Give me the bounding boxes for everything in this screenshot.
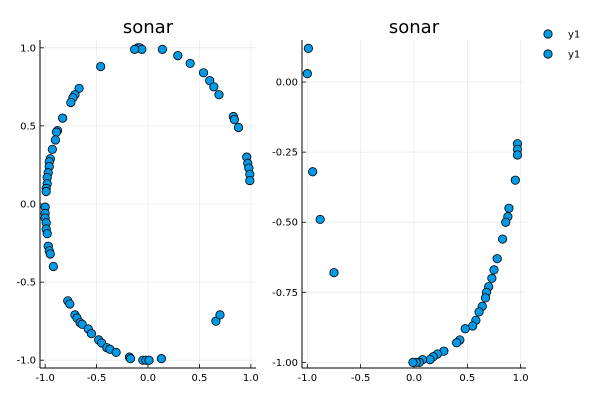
data-point — [157, 44, 167, 54]
data-point — [510, 175, 520, 185]
data-point — [233, 122, 244, 133]
y-tick-label: -0.50 — [272, 218, 298, 229]
data-point — [77, 319, 87, 329]
data-point — [198, 68, 209, 78]
data-point — [489, 265, 499, 275]
data-point — [215, 310, 225, 320]
data-point — [86, 329, 97, 339]
data-point — [501, 217, 511, 227]
data-point — [185, 58, 195, 69]
legend: y1 y1 — [543, 29, 580, 61]
data-point — [45, 249, 55, 259]
data-point — [50, 135, 61, 145]
chart-title: sonar — [389, 17, 440, 38]
y-tick-label: 0.5 — [20, 121, 36, 132]
legend-marker — [543, 29, 553, 39]
data-point — [302, 69, 312, 79]
legend-label: y1 — [568, 50, 580, 61]
data-point — [125, 354, 136, 364]
data-point — [47, 144, 57, 154]
scatter-panel-left: -1.0 -0.5 0.0 0.5 1.0 -1.0 -0.5 0.0 0.5 1.0 sonar — [16, 17, 258, 384]
data-point — [315, 214, 325, 225]
data-point — [58, 113, 68, 123]
y-tick-label: -1.00 — [272, 358, 298, 369]
x-tick-label: 0.0 — [140, 373, 156, 384]
data-point — [329, 268, 339, 278]
data-point — [480, 293, 491, 303]
x-tick-label: -0.5 — [351, 373, 371, 384]
x-tick-label: 1.0 — [513, 373, 529, 384]
y-tick-label: -0.25 — [272, 148, 298, 159]
data-point — [229, 115, 239, 125]
data-point — [156, 354, 166, 364]
data-point — [303, 43, 313, 54]
data-point — [144, 355, 154, 365]
data-point — [460, 324, 470, 334]
data-point — [111, 347, 121, 357]
y-tick-label: 0.00 — [276, 78, 298, 89]
scatter-panel-right: -1.0 -0.5 0.0 0.5 1.0 -1.00 -0.75 -0.50 -0.25 0.0… — [272, 17, 528, 384]
x-tick-label: 1.0 — [243, 373, 259, 384]
data-point — [65, 299, 75, 309]
data-point — [214, 90, 224, 100]
data-point — [41, 186, 51, 197]
data-point — [209, 82, 219, 92]
x-tick-label: 0.0 — [406, 373, 422, 384]
data-point — [245, 175, 255, 186]
data-point — [42, 229, 52, 239]
data-point — [408, 357, 418, 367]
x-tick-label: -1.0 — [35, 373, 55, 384]
data-point — [492, 254, 502, 264]
legend-label: y1 — [568, 30, 580, 41]
legend-marker — [543, 49, 553, 59]
data-point — [497, 234, 508, 244]
y-tick-label: 0.0 — [20, 200, 36, 211]
chart-title: sonar — [123, 17, 174, 38]
x-tick-label: -0.5 — [87, 373, 107, 384]
data-point — [66, 97, 76, 108]
y-tick-label: -0.75 — [272, 288, 298, 299]
data-point — [51, 127, 62, 137]
data-point — [173, 51, 183, 61]
data-point — [96, 61, 106, 72]
data-point — [308, 167, 318, 177]
y-tick-label: 1.0 — [20, 43, 36, 54]
x-tick-label: 0.5 — [191, 373, 207, 384]
y-tick-label: -0.5 — [16, 278, 36, 289]
data-point — [474, 307, 484, 317]
data-point — [512, 150, 523, 160]
data-point — [48, 261, 58, 272]
y-tick-label: -1.0 — [16, 356, 36, 367]
x-tick-label: -1.0 — [298, 373, 318, 384]
data-point — [452, 338, 462, 348]
data-point — [130, 44, 140, 54]
data-point — [487, 273, 497, 283]
data-point — [504, 203, 514, 213]
x-tick-label: 0.5 — [459, 373, 475, 384]
